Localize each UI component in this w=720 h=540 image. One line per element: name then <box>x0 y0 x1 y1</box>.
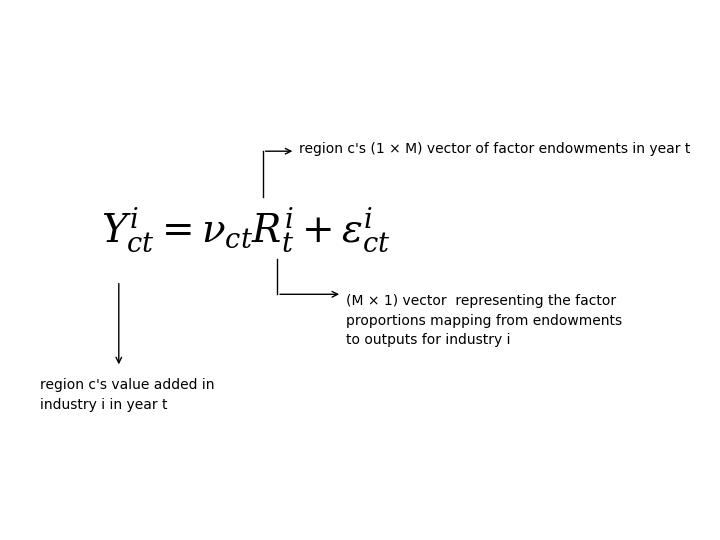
Text: $Y^i_{ct} = \nu_{ct} R^i_t + \varepsilon^i_{ct}$: $Y^i_{ct} = \nu_{ct} R^i_t + \varepsilon… <box>101 205 390 254</box>
Text: (M × 1) vector  representing the factor
proportions mapping from endowments
to o: (M × 1) vector representing the factor p… <box>346 294 622 347</box>
Text: region c's (1 × M) vector of factor endowments in year t: region c's (1 × M) vector of factor endo… <box>299 141 690 156</box>
Text: region c's value added in
industry i in year t: region c's value added in industry i in … <box>40 378 214 411</box>
